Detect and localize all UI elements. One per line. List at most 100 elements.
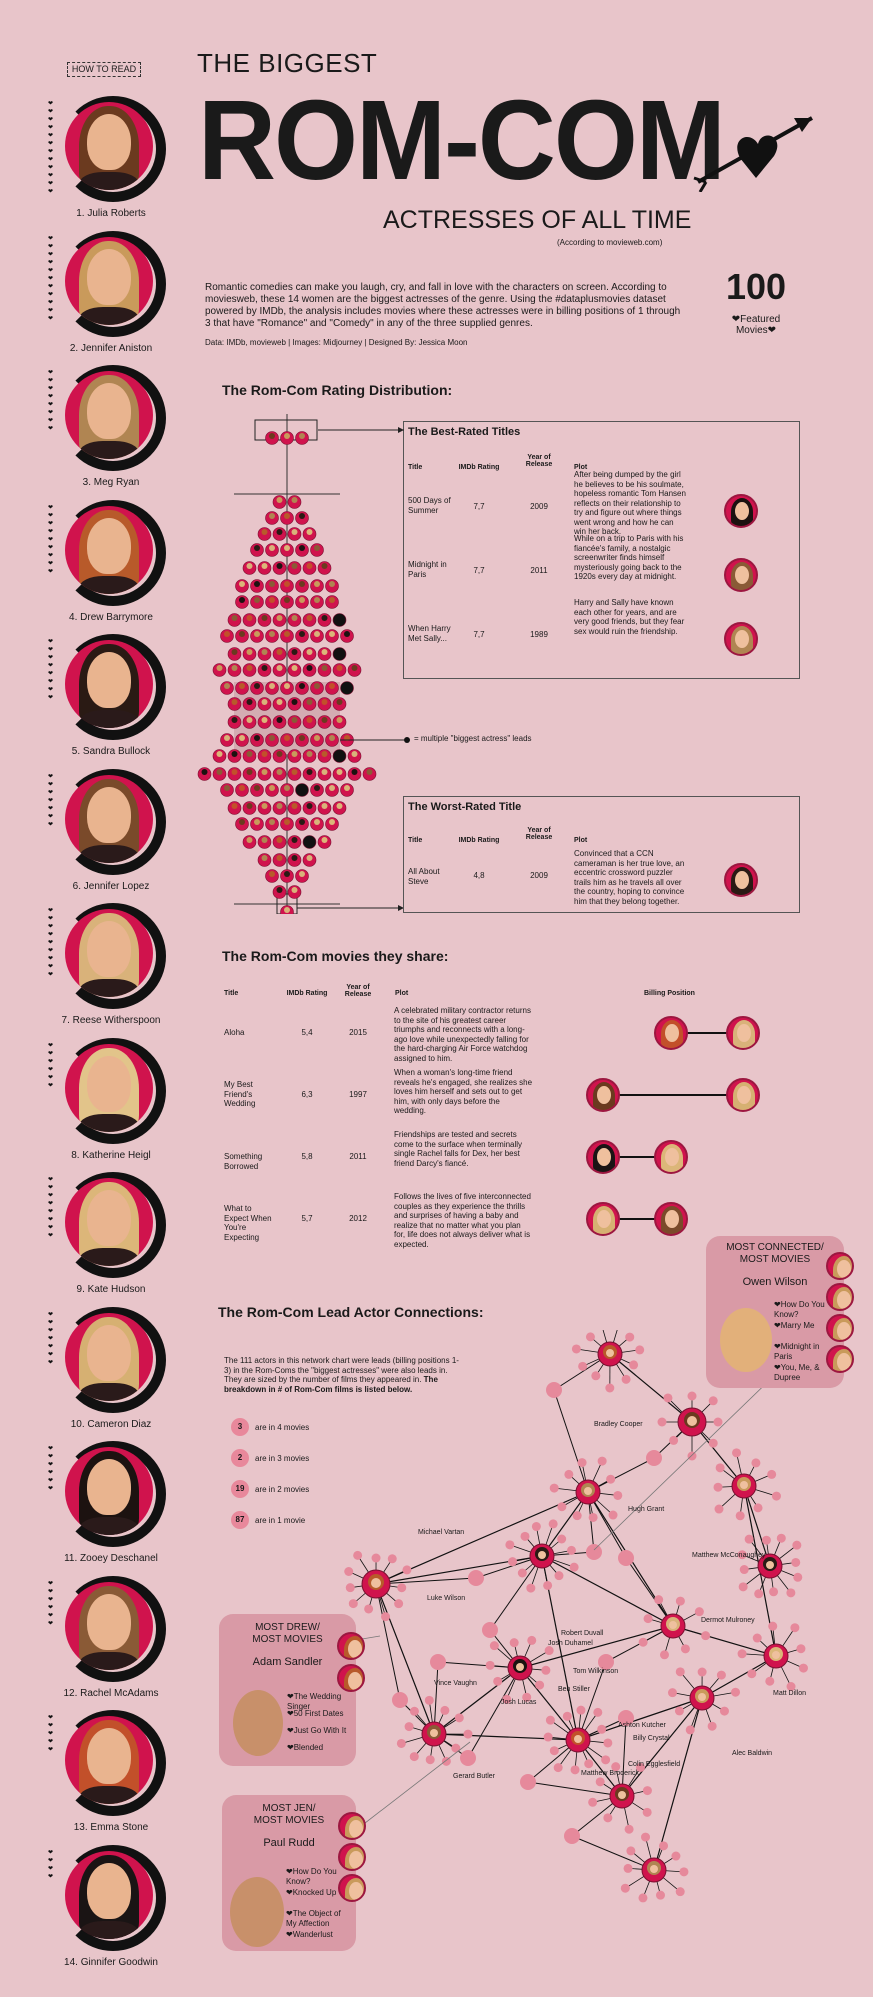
- face: [87, 1862, 131, 1919]
- movie-count-ring: [60, 499, 166, 606]
- dot-face: [329, 581, 335, 587]
- dot-face: [269, 871, 275, 877]
- shared-plot: Friendships are tested and secrets come …: [394, 1130, 523, 1168]
- network-edge: [519, 1667, 579, 1741]
- network-edge: [587, 1491, 627, 1559]
- dot-face: [351, 665, 358, 671]
- actor-node: [482, 1622, 498, 1638]
- dot-face: [291, 769, 298, 775]
- dot-face: [306, 529, 313, 535]
- actor-node: [522, 1692, 532, 1702]
- dot-face: [329, 785, 335, 791]
- callout-name: Owen Wilson: [742, 1276, 808, 1288]
- how-to-read-button[interactable]: HOW TO READ: [67, 62, 141, 77]
- actor-node: [396, 1738, 406, 1748]
- network-edge: [489, 1555, 543, 1631]
- best-rating: 7,7: [473, 502, 485, 511]
- connections-desc: The 111 actors in this network chart wer…: [224, 1356, 464, 1394]
- actor-label: Matthew Broderick: [581, 1770, 639, 1777]
- dot-face: [306, 769, 313, 775]
- face: [87, 114, 131, 170]
- actor-node: [502, 1694, 512, 1704]
- actor-label: Josh Lucas: [501, 1699, 537, 1706]
- multi-lead-dot: [332, 647, 347, 661]
- actress-thumbnail: [826, 1283, 854, 1311]
- actress-thumbnail: [337, 1664, 365, 1692]
- worst-rating: 4,8: [473, 871, 485, 880]
- actress-portrait: [65, 102, 153, 190]
- callout-movie: ❤You, Me, & Dupree: [774, 1363, 820, 1382]
- actress-name: 8. Katherine Heigl: [71, 1149, 151, 1161]
- billing-connector: [603, 1156, 671, 1158]
- legend-count: 3: [231, 1418, 249, 1436]
- dot-face: [306, 649, 313, 655]
- actor-label: Michael Vartan: [418, 1529, 465, 1536]
- actress-name: 7. Reese Witherspoon: [61, 1015, 161, 1026]
- best-year: 1989: [530, 630, 548, 639]
- shared-plot: A celebrated military contractor returns…: [394, 1006, 531, 1063]
- dot-face: [291, 665, 298, 671]
- dot-face: [306, 665, 313, 671]
- dot-face: [246, 769, 253, 775]
- face: [735, 630, 749, 648]
- actor-node: [397, 1583, 407, 1593]
- connections-desc-text: The 111 actors in this network chart wer…: [224, 1356, 459, 1384]
- network-edge: [701, 1655, 777, 1699]
- node-face: [766, 1561, 774, 1569]
- dot-face: [224, 631, 230, 637]
- best-rating: 7,7: [473, 566, 485, 575]
- movie-count-ring: [60, 1172, 166, 1278]
- legend-text: are in 3 movies: [255, 1454, 310, 1463]
- actor-node: [345, 1583, 355, 1593]
- dot-face: [336, 803, 343, 809]
- actor-node: [566, 1545, 576, 1555]
- shared-col-plot: Plot: [395, 990, 409, 997]
- dot-face: [254, 597, 260, 603]
- actress-name: 2. Jennifer Aniston: [69, 342, 153, 354]
- dot-face: [291, 837, 298, 843]
- dot-face: [329, 735, 335, 741]
- dot-face: [231, 615, 238, 621]
- actor-node: [792, 1540, 802, 1550]
- face: [87, 383, 131, 439]
- movie-count-hearts: ❤ ❤ ❤ ❤ ❤ ❤: [48, 1042, 54, 1089]
- callout-movie: ❤The Object of My Affection: [286, 1909, 341, 1928]
- owen-wilson-portrait: [720, 1308, 772, 1372]
- dot-face: [291, 751, 298, 757]
- actor-node: [585, 1332, 595, 1342]
- paul-rudd-portrait: [230, 1877, 284, 1947]
- dot-face: [321, 837, 328, 843]
- actor-node: [531, 1522, 541, 1532]
- actor-node: [708, 1438, 718, 1448]
- dot-face: [261, 615, 268, 621]
- shared-col-title: Title: [224, 990, 239, 997]
- network-edge: [375, 1491, 589, 1585]
- dot-face: [299, 433, 305, 439]
- featured-label: ❤Featured Movies❤: [716, 314, 796, 336]
- actress-name: 6. Jennifer Lopez: [72, 880, 150, 892]
- dot-face: [261, 563, 268, 569]
- node-face: [371, 1578, 381, 1588]
- actress-thumbnail: [726, 1016, 760, 1050]
- actor-node: [454, 1713, 464, 1723]
- dot-face: [321, 803, 328, 809]
- actor-label: Matt Dillon: [773, 1690, 807, 1697]
- actor-node: [769, 1587, 779, 1597]
- actor-node: [675, 1887, 685, 1897]
- actress-thumbnail: [654, 1016, 688, 1050]
- actor-node: [535, 1680, 545, 1690]
- actor-node: [468, 1570, 484, 1586]
- best-year: 2011: [530, 566, 548, 575]
- actor-node: [606, 1474, 616, 1484]
- node-face: [574, 1735, 582, 1743]
- multi-legend-dot: [404, 737, 410, 743]
- dot-face: [291, 699, 298, 705]
- dot-face: [254, 545, 260, 551]
- dot-face: [216, 769, 223, 775]
- actor-node: [618, 1550, 634, 1566]
- best-title: 500 Days of Summer: [408, 496, 451, 515]
- dot-face: [254, 735, 260, 741]
- dot-face: [276, 803, 283, 809]
- shared-rating: 5,7: [301, 1214, 313, 1223]
- actor-node: [371, 1553, 381, 1563]
